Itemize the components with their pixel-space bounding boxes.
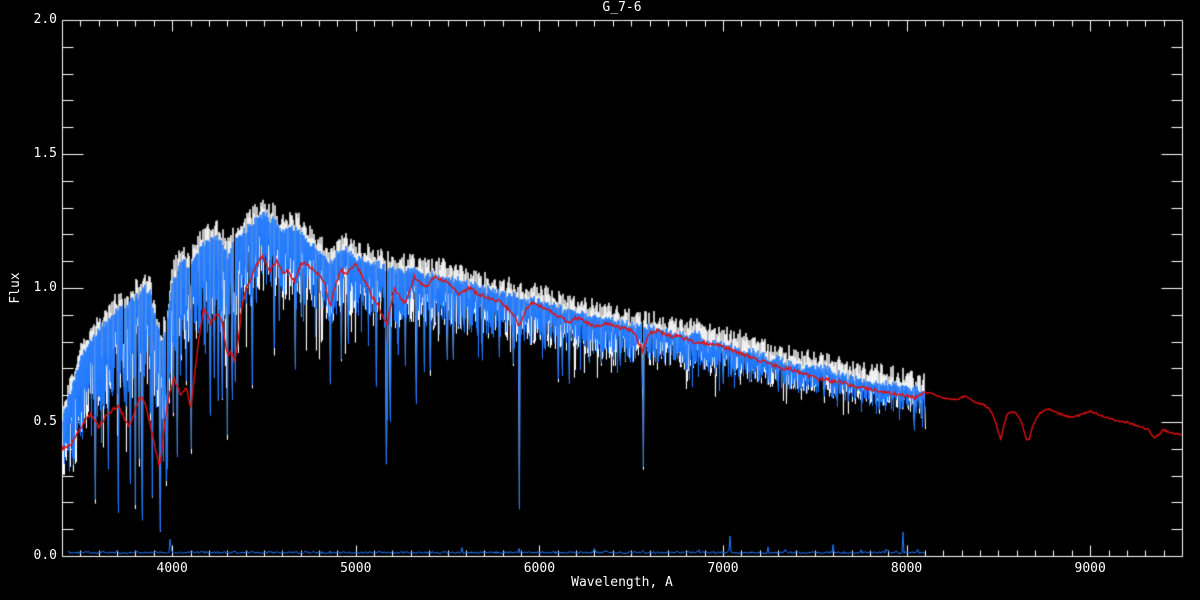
y-tick-label: 1.0: [33, 280, 57, 295]
y-tick-label: 1.5: [33, 146, 57, 161]
x-tick-label: 9000: [1074, 561, 1106, 576]
x-tick-label: 8000: [890, 561, 923, 576]
x-axis-label: Wavelength, A: [571, 575, 673, 590]
x-tick-label: 5000: [340, 561, 372, 576]
y-tick-label: 0.0: [33, 548, 57, 563]
plot-title: G_7-6: [602, 0, 642, 15]
x-tick-label: 7000: [707, 561, 739, 576]
x-tick-label: 4000: [156, 561, 188, 576]
y-tick-label: 2.0: [33, 12, 57, 27]
x-tick-label: 6000: [523, 561, 556, 576]
y-tick-label: 0.5: [33, 414, 57, 429]
